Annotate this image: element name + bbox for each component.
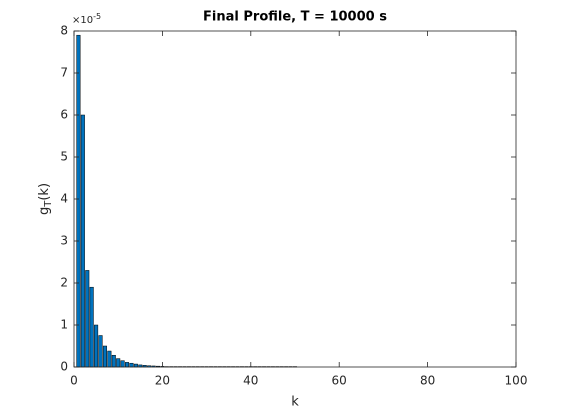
x-tick-label: 80 [420,374,435,388]
bar [116,358,121,368]
bar [85,270,90,368]
x-tick-label: 100 [505,374,528,388]
y-label-base: g [37,207,52,215]
y-tick-label: 7 [60,66,68,80]
y-label-rest: (k) [37,183,52,201]
y-tick-label: 0 [60,360,68,374]
bar [80,114,85,368]
y-tick-label: 6 [60,108,68,122]
bar [89,286,94,368]
bar [94,324,99,368]
x-tick-label: 20 [155,374,170,388]
x-tick-label: 40 [243,374,258,388]
y-tick-label: 2 [60,276,68,290]
y-tick-label: 5 [60,150,68,164]
chart-title: Final Profile, T = 10000 s [203,10,387,25]
y-exponent: ×10-5 [72,12,101,27]
y-tick-label: 4 [60,192,68,206]
bar [98,335,103,368]
y-label-sub: T [43,200,54,208]
bar [111,354,116,368]
bar [107,350,112,368]
y-tick-label: 1 [60,318,68,332]
x-tick-label: 0 [70,374,78,388]
bar [102,345,107,368]
y-tick-label: 8 [60,24,68,38]
y-tick-label: 3 [60,234,68,248]
bar [125,362,130,368]
y-axis-label: gT(k) [37,183,55,215]
x-axis-label: k [291,395,299,410]
bar [133,363,138,368]
x-tick-label: 60 [332,374,347,388]
bar [120,360,125,368]
bar [76,34,81,368]
y-exponent-power: -5 [93,12,101,21]
y-exponent-base: ×10 [72,15,93,26]
bar [129,362,134,368]
